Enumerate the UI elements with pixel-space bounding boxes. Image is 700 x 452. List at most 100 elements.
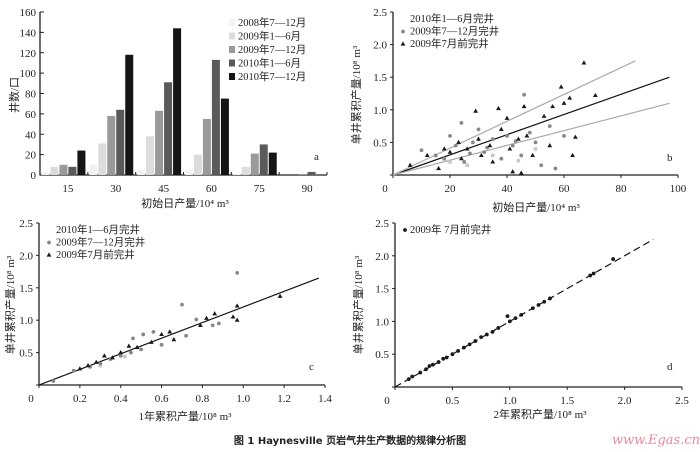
y-tick-label: 120: [20, 48, 37, 60]
y-axis-label: 井数/口: [7, 77, 21, 113]
data-point: [450, 352, 455, 357]
bar: [98, 143, 107, 175]
data-point: [98, 361, 103, 366]
legend-entry: 2009年7月前完井: [410, 37, 489, 50]
data-point: [510, 143, 515, 148]
data-point: [468, 151, 472, 156]
data-point: [123, 354, 127, 359]
x-tick-label: 15: [62, 183, 74, 195]
x-tick-label: 0.6: [155, 393, 169, 405]
legend-entry: 2009年7—12月完井: [56, 236, 145, 249]
data-point: [518, 170, 524, 175]
x-tick-label: 90: [302, 183, 314, 195]
panel-letter: a: [314, 151, 319, 163]
data-point: [510, 169, 516, 174]
data-point: [204, 315, 209, 320]
y-tick-label: 1.0: [373, 105, 387, 117]
data-point: [570, 152, 575, 158]
legend-entry: 2008年7—12月: [238, 16, 306, 29]
data-point: [180, 302, 184, 307]
legend-entry: 2009年 7月前完井: [410, 223, 491, 236]
x-tick-label: 1.4: [318, 393, 332, 405]
trend-line: [392, 102, 670, 176]
x-tick-label: 1.5: [560, 395, 574, 407]
x-tick-label: 0: [384, 395, 390, 407]
legend-entry: 2009年7—12月完井: [410, 25, 499, 38]
data-point: [131, 336, 135, 341]
bar: [307, 171, 316, 175]
bar: [89, 164, 98, 175]
bar: [107, 115, 116, 175]
data-point: [524, 133, 530, 138]
data-point: [410, 374, 415, 379]
legend-entry: 2010年1—6月: [238, 57, 301, 70]
legend-marker: [403, 228, 407, 232]
data-point: [134, 344, 140, 350]
data-point: [476, 136, 481, 141]
data-point: [418, 370, 423, 375]
x-tick-label: 80: [616, 183, 628, 195]
data-point: [212, 311, 218, 316]
bar: [125, 54, 134, 175]
x-tick-label: 0.8: [196, 393, 210, 405]
data-point: [487, 143, 493, 148]
data-point: [542, 299, 547, 304]
data-point: [562, 133, 566, 138]
bar: [211, 59, 220, 175]
data-point: [507, 319, 512, 324]
data-point: [459, 156, 464, 161]
data-point: [148, 339, 154, 344]
data-point: [547, 143, 553, 148]
data-point: [406, 377, 411, 382]
data-point: [453, 143, 458, 148]
legend-marker: [400, 41, 406, 46]
bar: [184, 169, 193, 175]
data-point: [550, 103, 555, 109]
data-point: [118, 350, 124, 355]
y-tick-label: 60: [25, 109, 37, 121]
trend-line: [38, 277, 320, 386]
y-tick-label: 1.0: [19, 315, 33, 327]
data-point: [490, 153, 495, 158]
bar: [41, 171, 50, 175]
bar: [241, 166, 250, 175]
y-tick-label: 1.5: [375, 284, 389, 296]
data-point: [581, 60, 587, 65]
data-point: [521, 103, 527, 109]
y-tick-label: 1.5: [373, 72, 387, 84]
data-point: [194, 317, 199, 322]
y-tick-label: 2.0: [19, 250, 33, 262]
data-point: [588, 273, 593, 278]
x-tick-label: 1.0: [503, 395, 517, 407]
data-point: [505, 314, 510, 319]
chart-a: 井数/口 初始日产量/10⁴ m³ a 0 20 40 60 80 100 120 140 16…: [7, 7, 328, 210]
data-point: [430, 362, 435, 367]
data-point: [519, 312, 524, 317]
x-tick-label: 60: [559, 183, 571, 195]
data-point: [129, 350, 133, 355]
data-point: [171, 337, 177, 342]
x-axis-label: 初始日产量/10⁴ m³: [492, 200, 580, 214]
legend-swatch: [229, 59, 235, 67]
data-point: [85, 362, 91, 368]
data-point: [547, 124, 552, 128]
data-point: [573, 134, 578, 139]
x-tick-label: 0.5: [446, 395, 460, 407]
y-tick-label: 20: [25, 150, 37, 162]
x-tick-label: 45: [158, 183, 170, 195]
data-point: [436, 360, 441, 364]
data-point: [479, 335, 483, 340]
data-point: [210, 323, 215, 328]
y-tick-label: 0.5: [375, 349, 389, 361]
data-point: [548, 296, 552, 301]
data-point: [516, 158, 521, 163]
trend-line: [392, 60, 636, 176]
data-point: [419, 148, 424, 153]
bar: [50, 166, 59, 175]
bar: [173, 28, 182, 175]
data-point: [473, 108, 479, 113]
data-point: [496, 105, 501, 111]
data-point: [427, 364, 432, 368]
data-point: [533, 140, 538, 145]
